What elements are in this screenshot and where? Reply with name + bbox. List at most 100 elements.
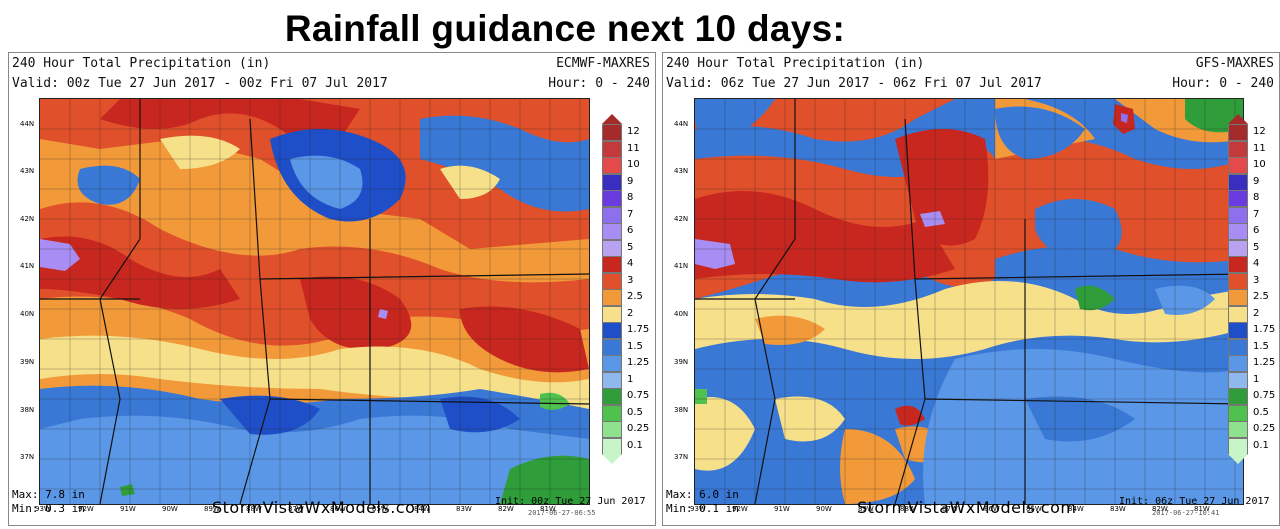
lat-label: 38N (20, 406, 35, 414)
lon-label: 85W (372, 505, 388, 513)
header-model: ECMWF-MAXRES (556, 56, 650, 71)
colorbar-label: 6 (627, 225, 634, 236)
colorbar-label: 5 (627, 241, 634, 253)
lon-label: 85W (1026, 505, 1042, 513)
lon-label: 84W (414, 505, 430, 513)
lon-label: 91W (120, 505, 136, 513)
colorbar-swatch (602, 322, 622, 339)
map-panel-ecmwf: 240 Hour Total Precipitation (in) ECMWF-… (8, 52, 656, 526)
brand-watermark: StormVistaWxModels.com (857, 498, 1077, 517)
colorbar-swatch (1228, 305, 1248, 323)
colorbar-label: 12 (627, 126, 640, 137)
colorbar-label: 0.75 (627, 390, 650, 401)
colorbar-label: 9 (1253, 175, 1260, 187)
lon-label: 90W (162, 505, 178, 513)
colorbar-swatch (1228, 124, 1248, 141)
header-valid: Valid: 00z Tue 27 Jun 2017 - 00z Fri 07 … (12, 76, 388, 91)
colorbar-label: 0.1 (627, 439, 643, 451)
colorbar-label: 1.75 (1253, 324, 1276, 335)
colorbar-label: 1 (627, 373, 634, 385)
lon-label: 81W (540, 505, 556, 513)
colorbar-label: 7 (1253, 208, 1260, 220)
lon-label: 87W (942, 505, 958, 513)
timestamp: 2017-06-27-06:55 (528, 509, 596, 517)
header-model: GFS-MAXRES (1195, 56, 1274, 71)
colorbar-swatch (1228, 190, 1248, 207)
min-value: Min: 0.3 in (12, 502, 85, 515)
colorbar-label: 1.5 (1253, 340, 1269, 352)
colorbar-swatch (602, 355, 622, 372)
colorbar-swatch (602, 305, 622, 323)
colorbar-swatch (1228, 355, 1248, 372)
colorbar-top-arrow (602, 114, 622, 124)
header-hour: Hour: 0 - 240 (1172, 76, 1274, 91)
colorbar-swatch (602, 338, 622, 356)
min-value: Min: 0.1 in (666, 502, 739, 515)
colorbar-label: 1 (1253, 373, 1260, 385)
lat-label: 43N (674, 167, 689, 175)
colorbar-swatch (602, 223, 622, 240)
lat-label: 39N (674, 358, 689, 366)
lon-label: 89W (858, 505, 874, 513)
colorbar-swatch (602, 289, 622, 306)
colorbar-swatch (1228, 371, 1248, 389)
colorbar-swatch (1228, 206, 1248, 224)
colorbar-label: 10 (1253, 159, 1266, 170)
brand-watermark: StormVistaWxModels.com (212, 498, 432, 517)
lat-label: 41N (20, 262, 35, 270)
colorbar-label: 0.1 (1253, 439, 1269, 451)
lon-label: 92W (78, 505, 94, 513)
lon-label: 86W (330, 505, 346, 513)
colorbar-swatch (1228, 223, 1248, 240)
colorbar-top-arrow (1228, 114, 1248, 124)
colorbar-swatch (602, 256, 622, 273)
colorbar-label: 8 (1253, 192, 1260, 203)
header-product: 240 Hour Total Precipitation (in) (12, 56, 271, 71)
lat-label: 43N (20, 167, 35, 175)
colorbar-swatch (1228, 140, 1248, 158)
header-valid: Valid: 06z Tue 27 Jun 2017 - 06z Fri 07 … (666, 76, 1042, 91)
lon-label: 87W (288, 505, 304, 513)
lon-label: 84W (1068, 505, 1084, 513)
colorbar-label: 1.75 (627, 324, 650, 335)
lat-label: 37N (20, 453, 35, 461)
colorbar-label: 0.25 (1253, 423, 1276, 434)
colorbar-label: 2.5 (1253, 291, 1269, 302)
lat-label: 41N (674, 262, 689, 270)
colorbar-label: 12 (1253, 126, 1266, 137)
page-title: Rainfall guidance next 10 days: (284, 8, 846, 49)
colorbar-swatch (602, 173, 622, 191)
lat-label: 42N (674, 215, 689, 223)
colorbar-label: 1.25 (1253, 357, 1276, 368)
colorbar-swatch (602, 124, 622, 141)
colorbar-swatch (1228, 388, 1248, 405)
lon-label: 93W (35, 505, 51, 513)
colorbar-label: 0.75 (1253, 390, 1276, 401)
colorbar-label: 5 (1253, 241, 1260, 253)
colorbar-label: 1.25 (627, 357, 650, 368)
colorbar-swatch (602, 371, 622, 389)
colorbar-label: 2.5 (627, 291, 643, 302)
colorbar-swatch (1228, 322, 1248, 339)
colorbar-bottom-arrow (602, 454, 622, 464)
lon-label: 81W (1194, 505, 1210, 513)
lon-label: 82W (1152, 505, 1168, 513)
lat-label: 38N (674, 406, 689, 414)
precip-map-canvas (40, 99, 589, 504)
lon-label: 86W (984, 505, 1000, 513)
colorbar-label: 4 (627, 258, 634, 269)
lon-label: 83W (456, 505, 472, 513)
precip-map (39, 98, 590, 505)
colorbar-swatch (1228, 289, 1248, 306)
colorbar-label: 0.25 (627, 423, 650, 434)
lon-label: 91W (774, 505, 790, 513)
colorbar-swatch (602, 404, 622, 422)
colorbar-label: 0.5 (1253, 406, 1269, 418)
lon-label: 90W (816, 505, 832, 513)
colorbar-label: 1.5 (627, 340, 643, 352)
colorbar-swatch (1228, 173, 1248, 191)
colorbar-label: 2 (1253, 307, 1260, 319)
colorbar-swatch (602, 388, 622, 405)
colorbar-swatch (602, 421, 622, 438)
init-time: Init: 00z Tue 27 Jun 2017 (495, 496, 646, 507)
